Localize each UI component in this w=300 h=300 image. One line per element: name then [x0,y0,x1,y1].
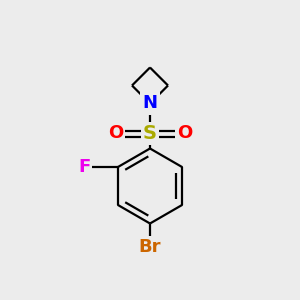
Text: S: S [143,124,157,143]
Text: O: O [108,124,123,142]
Text: F: F [78,158,90,176]
Text: N: N [142,94,158,112]
Text: O: O [177,124,192,142]
Text: Br: Br [139,238,161,256]
